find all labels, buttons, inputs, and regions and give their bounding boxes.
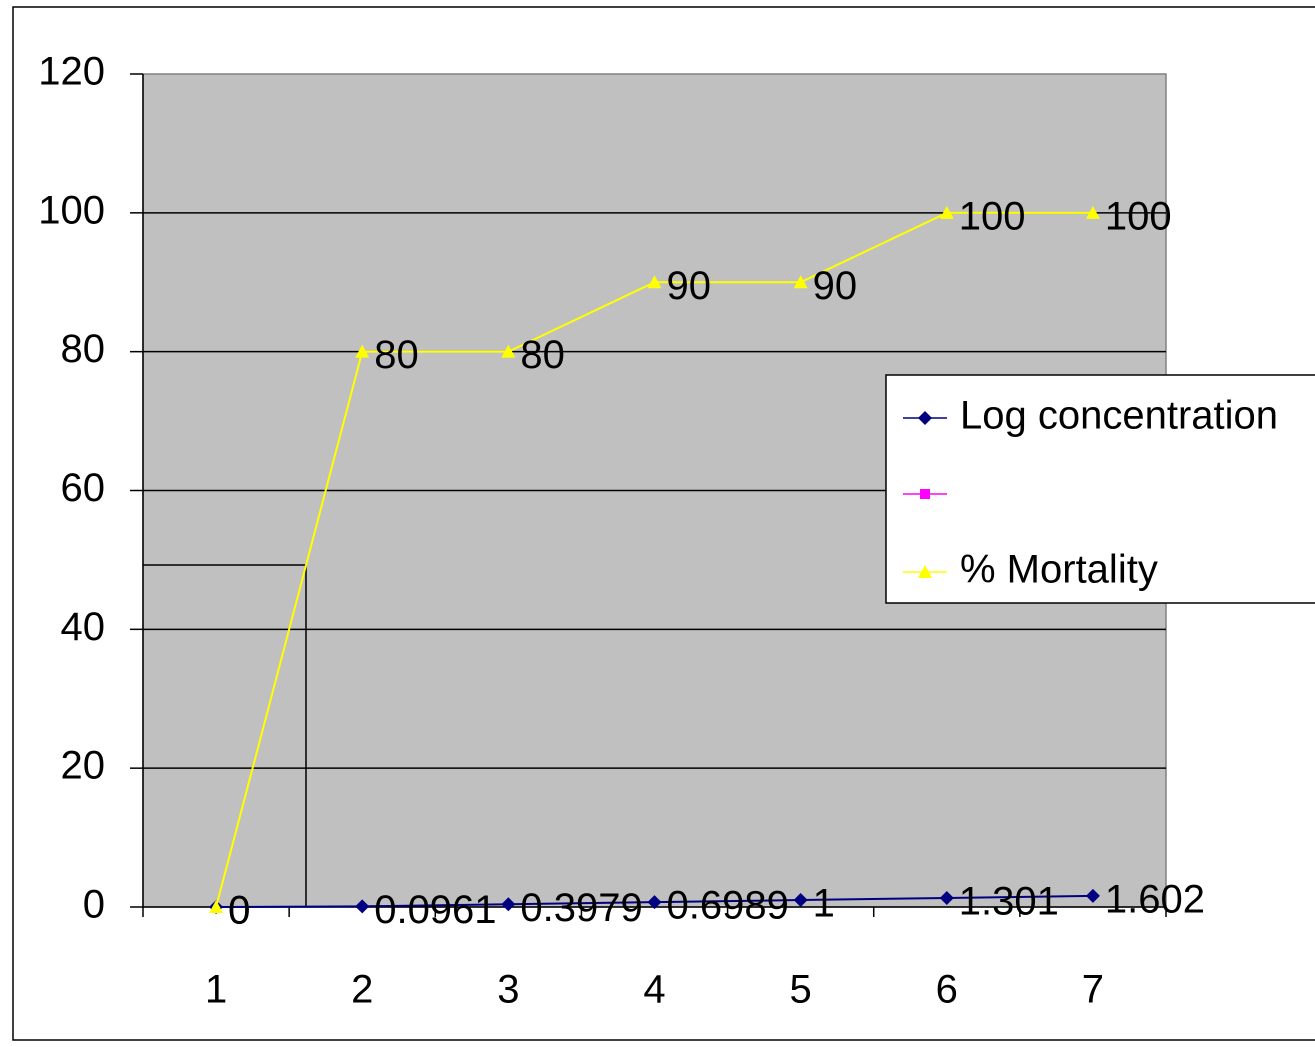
x-tick-label: 4 xyxy=(643,968,665,1012)
data-label: 1.602 xyxy=(1105,877,1205,921)
legend-box xyxy=(885,374,1315,604)
marker xyxy=(793,893,808,908)
x-tick-label: 6 xyxy=(936,968,958,1012)
data-label: 100 xyxy=(1105,194,1172,238)
data-label: 0 xyxy=(228,889,250,933)
data-label: 100 xyxy=(959,194,1026,238)
data-label: 90 xyxy=(813,264,858,308)
marker xyxy=(355,899,370,914)
legend-label: % Mortality xyxy=(960,548,1158,592)
data-label: 0.3979 xyxy=(520,886,642,930)
x-tick-label: 1 xyxy=(205,968,227,1012)
marker xyxy=(1085,205,1100,219)
y-tick-label: 40 xyxy=(61,605,106,649)
x-tick-label: 7 xyxy=(1082,968,1104,1012)
marker xyxy=(209,900,224,913)
data-label: 0 xyxy=(228,889,250,933)
y-tick-label: 60 xyxy=(61,466,106,510)
marker xyxy=(1085,888,1100,903)
y-tick-label: 20 xyxy=(61,744,106,788)
x-tick-label: 3 xyxy=(497,968,519,1012)
x-tick-label: 2 xyxy=(351,968,373,1012)
marker xyxy=(793,275,808,289)
marker xyxy=(647,895,662,910)
legend-marker xyxy=(920,489,930,499)
marker xyxy=(355,344,370,358)
legend: Log concentration % Mortality xyxy=(885,374,1315,604)
marker xyxy=(647,275,662,289)
y-tick-label: 0 xyxy=(83,883,105,927)
data-label: 0.0961 xyxy=(374,888,496,932)
legend-label: Log concentration xyxy=(960,394,1278,438)
marker xyxy=(918,565,932,578)
data-label: 1 xyxy=(813,882,835,926)
data-label: 80 xyxy=(374,333,419,377)
data-label: 90 xyxy=(667,264,712,308)
marker xyxy=(939,205,954,219)
y-tick-label: 100 xyxy=(38,188,105,232)
x-tick-label: 5 xyxy=(790,968,812,1012)
marker xyxy=(939,890,954,905)
y-tick-label: 80 xyxy=(61,327,106,371)
marker xyxy=(918,411,932,425)
marker xyxy=(501,344,516,358)
grid: 0 20 40 60 80 100 120 1 2 3 4 5 6 7 xyxy=(38,50,1167,1012)
data-label: 1.301 xyxy=(959,880,1059,924)
y-tick-label: 120 xyxy=(38,50,105,94)
data-label: 0.6989 xyxy=(667,884,789,928)
data-label: 80 xyxy=(520,333,565,377)
marker xyxy=(501,897,516,912)
